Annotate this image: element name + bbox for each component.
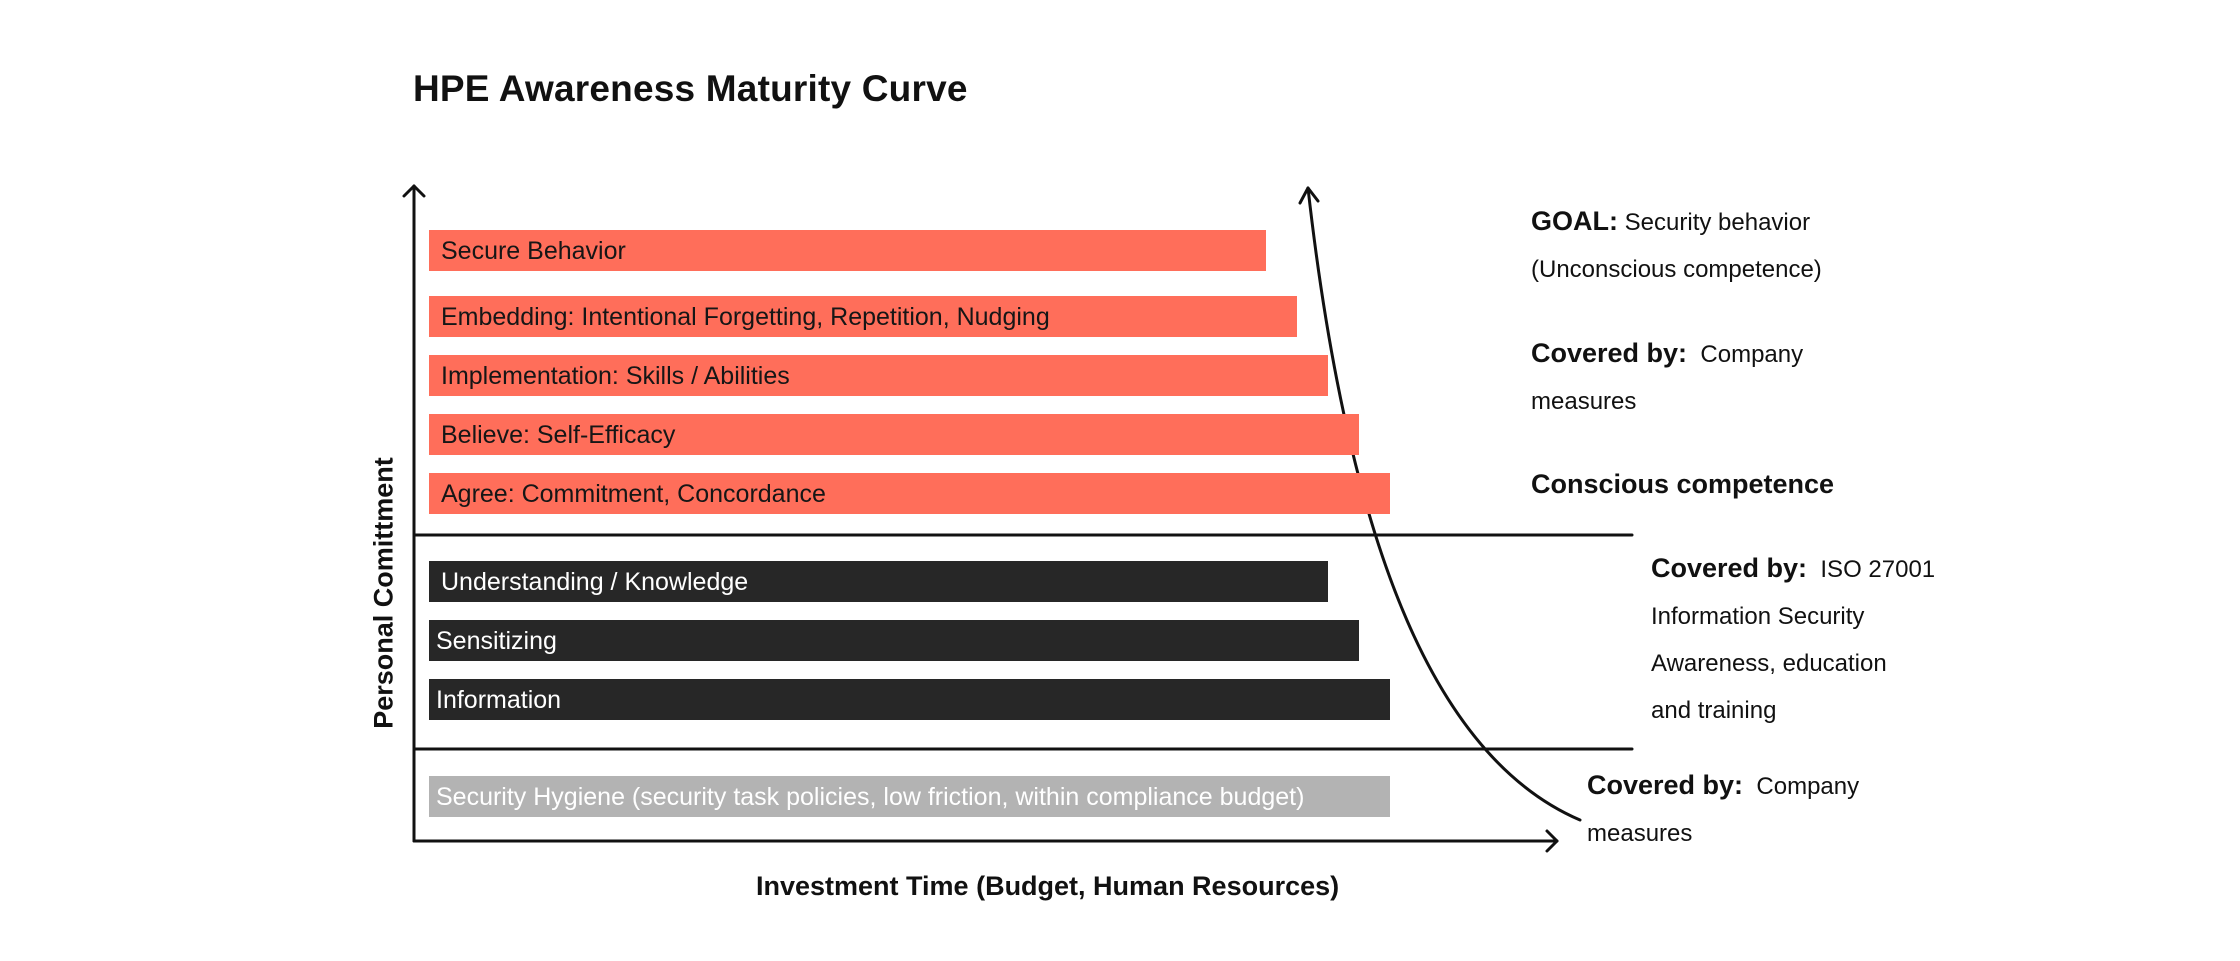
covered-note-2: Covered by: ISO 27001 Information Securi… — [1651, 545, 1935, 734]
bar-security-hygiene: Security Hygiene (security task policies… — [429, 776, 1390, 817]
covered-text-2d: and training — [1651, 697, 1777, 724]
x-axis-arrowhead — [1545, 829, 1559, 853]
bar-sensitizing: Sensitizing — [429, 620, 1359, 661]
bar-understanding: Understanding / Knowledge — [429, 561, 1328, 602]
covered-note-3: Covered by: Company measures — [1587, 762, 1859, 857]
bar-agree: Agree: Commitment, Concordance — [429, 473, 1390, 514]
covered-note-1: Covered by: Company measures — [1531, 330, 1803, 425]
goal-text: Security behavior — [1624, 209, 1811, 236]
covered-text-1b: measures — [1531, 388, 1637, 415]
covered-label-2: Covered by: — [1651, 553, 1808, 583]
covered-label-3: Covered by: — [1587, 770, 1744, 800]
conscious-competence-note: Conscious competence — [1531, 461, 1834, 509]
x-axis-label: Investment Time (Budget, Human Resources… — [756, 871, 1340, 901]
bar-secure-behavior: Secure Behavior — [429, 230, 1266, 271]
covered-text-2c: Awareness, education — [1651, 650, 1887, 677]
covered-text-2: ISO 27001 — [1820, 556, 1936, 583]
page-title: HPE Awareness Maturity Curve — [413, 68, 968, 109]
covered-label-1: Covered by: — [1531, 338, 1688, 368]
goal-text-2: (Unconscious competence) — [1531, 256, 1822, 283]
maturity-curve — [1306, 186, 1582, 822]
covered-text-1: Company — [1700, 341, 1804, 368]
y-axis-arrowhead — [402, 184, 426, 198]
curve-arrowhead — [1298, 186, 1320, 205]
bar-believe: Believe: Self-Efficacy — [429, 414, 1359, 455]
covered-text-2b: Information Security — [1651, 603, 1865, 630]
goal-label: GOAL: — [1531, 206, 1618, 236]
bar-information: Information — [429, 679, 1390, 720]
bar-implementation: Implementation: Skills / Abilities — [429, 355, 1328, 396]
bar-embedding: Embedding: Intentional Forgetting, Repet… — [429, 296, 1297, 337]
covered-text-3: Company — [1756, 773, 1860, 800]
covered-text-3b: measures — [1587, 820, 1693, 847]
goal-note: GOAL: Security behavior (Unconscious com… — [1531, 198, 1822, 293]
conscious-competence-label: Conscious competence — [1531, 469, 1835, 499]
